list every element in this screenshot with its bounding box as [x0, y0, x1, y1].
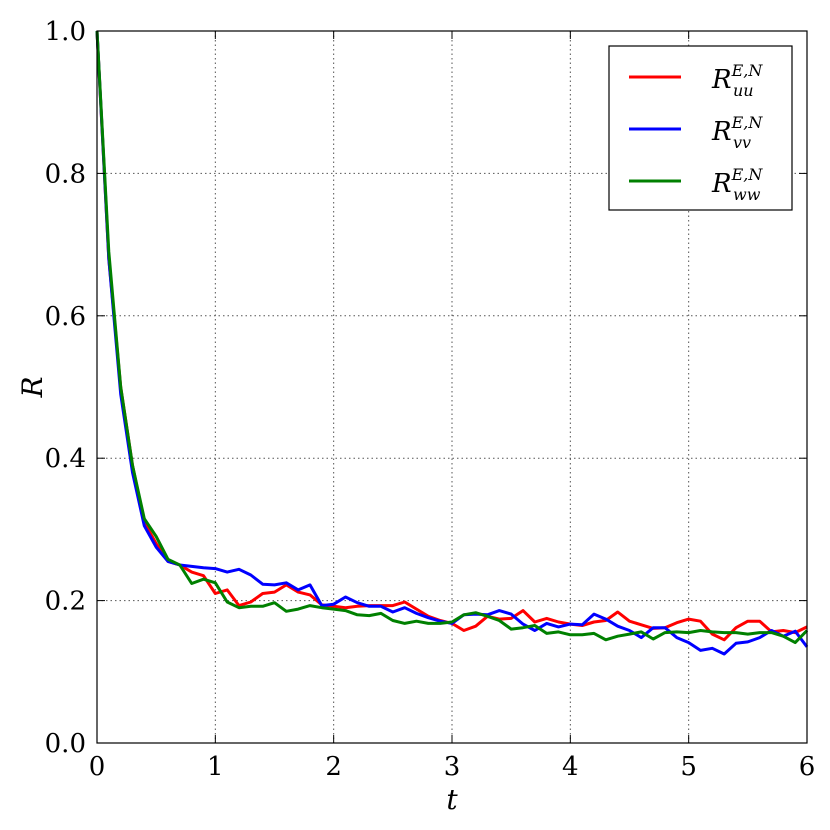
plot-series	[95, 30, 809, 656]
series-line-ww	[95, 30, 809, 645]
axis-ticks	[96, 30, 808, 744]
y-tick-label: 0.6	[45, 302, 86, 332]
x-tick-label: 2	[325, 752, 342, 782]
x-tick-label: 0	[89, 752, 106, 782]
y-tick-label: 0.4	[45, 444, 86, 474]
x-axis-label: t	[446, 783, 458, 816]
legend-label-uu: RE,N uu	[711, 61, 763, 100]
y-tick-label: 0.2	[45, 587, 86, 617]
y-tick-label: 0.0	[45, 729, 86, 759]
x-tick-label: 6	[799, 752, 816, 782]
x-tick-label: 4	[562, 752, 579, 782]
x-tick-label: 1	[207, 752, 224, 782]
legend-label-vv: RE,N vv	[711, 113, 763, 152]
grid-lines	[97, 31, 807, 743]
y-axis-label: R	[16, 376, 49, 398]
legend: RE,N uu RE,N vv RE,N ww	[608, 45, 793, 211]
x-tick-label: 3	[444, 752, 461, 782]
y-tick-label: 1.0	[45, 17, 86, 47]
y-tick-label: 0.8	[45, 159, 86, 189]
legend-label-ww: RE,N ww	[711, 165, 763, 204]
tick-labels: 0 1 2 3 4 5 6 0.0 0.2 0.4 0.6 0.8 1.0	[45, 17, 816, 782]
x-tick-label: 5	[680, 752, 697, 782]
